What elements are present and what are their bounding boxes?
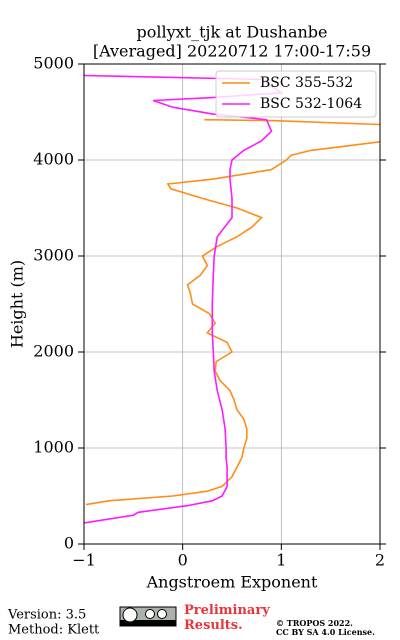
chart-subtitle: [Averaged] 20220712 17:00-17:59 [93, 42, 371, 61]
legend-label: BSC 532-1064 [260, 96, 362, 112]
x-axis-label: Angstroem Exponent [146, 573, 318, 592]
legend-label: BSC 355-532 [260, 75, 353, 91]
y-tick-label: 0 [64, 534, 74, 553]
preliminary: Preliminary Results. [184, 603, 270, 633]
x-tick-label: 0 [178, 551, 188, 570]
copyright: © TROPOS 2022. [276, 618, 353, 628]
data-line [84, 74, 284, 524]
chart-title: pollyxt_tjk at Dushanbe [136, 23, 327, 42]
license: CC BY SA 4.0 License. [276, 627, 375, 637]
x-tick-label: 1 [276, 551, 286, 570]
y-tick-label: 2000 [33, 342, 74, 361]
method: Method: Klett [8, 623, 100, 638]
y-tick-label: 5000 [33, 54, 74, 73]
legend-box [215, 70, 377, 118]
y-tick-label: 3000 [33, 246, 74, 265]
x-tick-label: 2 [375, 551, 385, 570]
y-tick-label: 1000 [33, 438, 74, 457]
cc-logo [119, 606, 177, 627]
data-line [85, 118, 380, 506]
y-tick-label: 4000 [33, 150, 74, 169]
plot-frame [83, 63, 381, 545]
x-tick-label: −1 [72, 551, 96, 570]
y-axis-label: Height (m) [8, 260, 27, 348]
version: Version: 3.5 [7, 608, 86, 623]
